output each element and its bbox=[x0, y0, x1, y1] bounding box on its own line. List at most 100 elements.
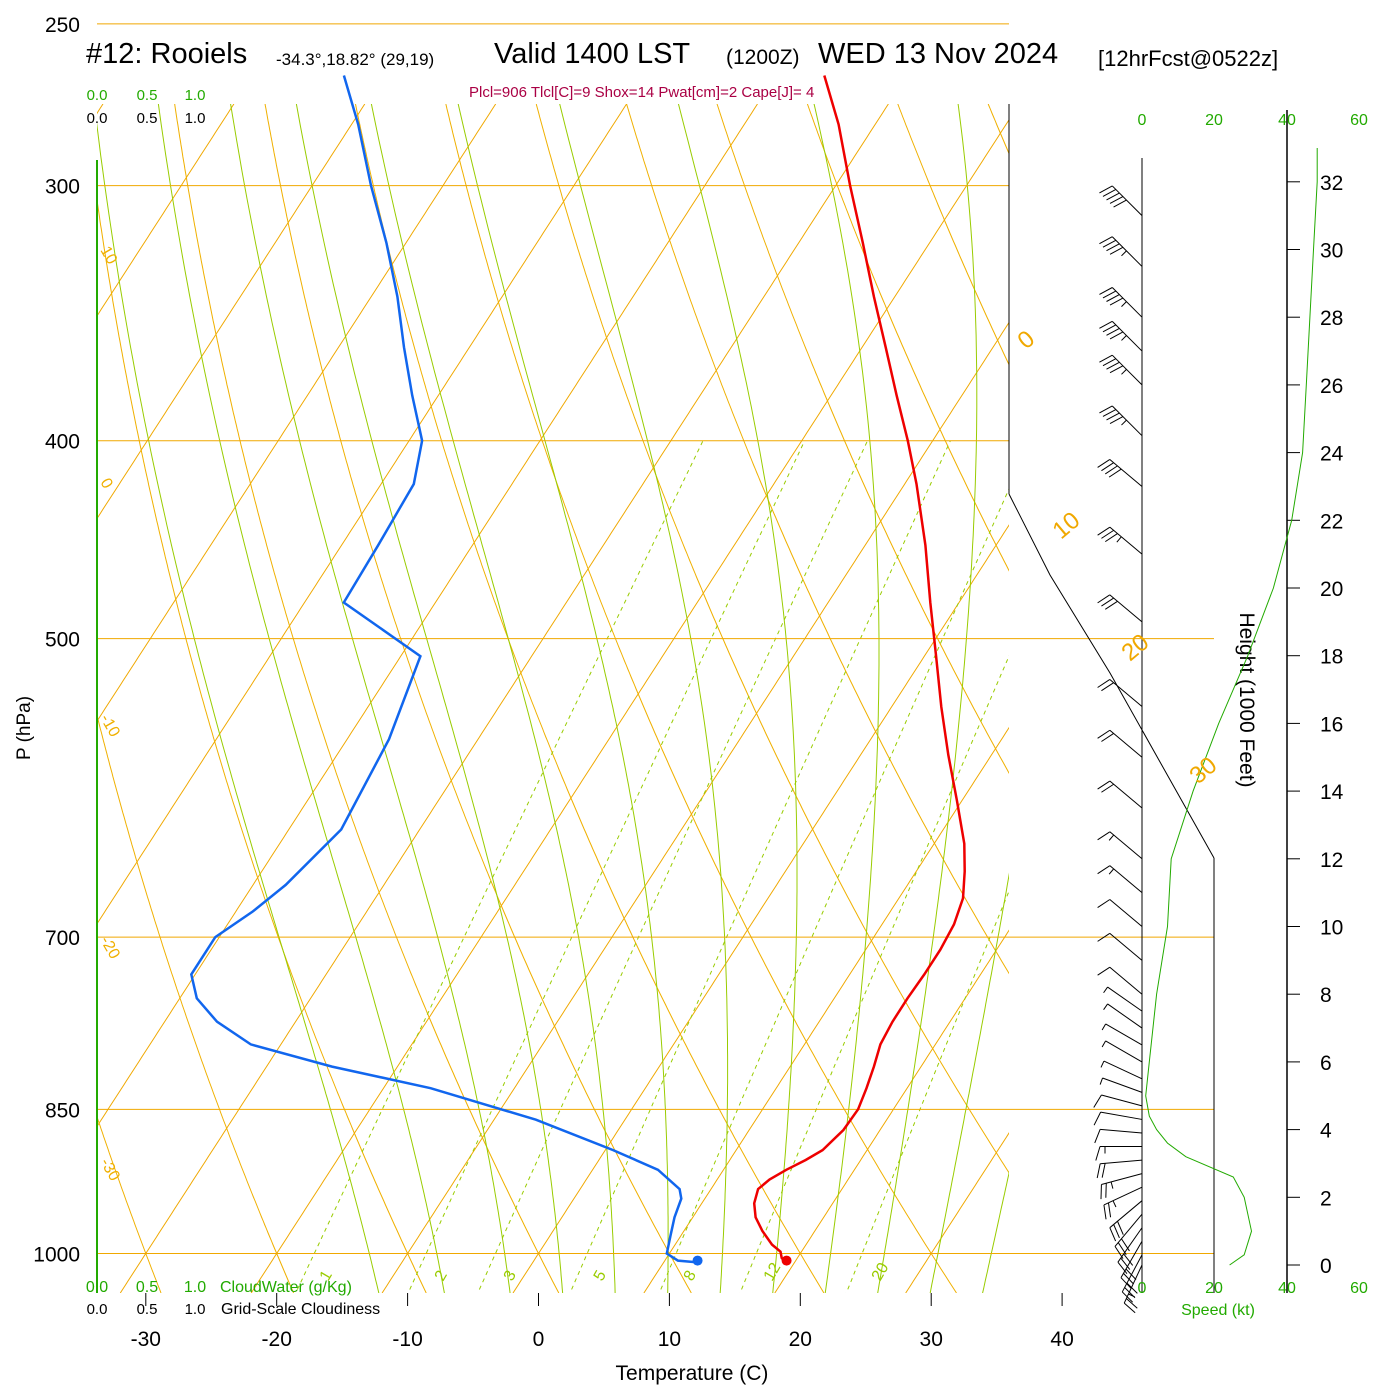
wind-barb-feather bbox=[1099, 320, 1113, 329]
dry-adiabat-line bbox=[355, 104, 825, 1293]
wind-barb-feather bbox=[1121, 1291, 1134, 1303]
temp-tick-label: 10 bbox=[658, 1328, 681, 1351]
wind-barb-feather bbox=[1106, 243, 1120, 252]
wind-barb-feather bbox=[1114, 1246, 1124, 1259]
wind-barb-feather bbox=[1113, 199, 1127, 208]
wind-barb bbox=[1101, 1040, 1143, 1063]
wind-barb-staff bbox=[1107, 1003, 1143, 1029]
pressure-tick-label: 250 bbox=[45, 14, 80, 37]
wind-barb-feather bbox=[1099, 236, 1113, 245]
wind-barb-staff bbox=[1109, 865, 1143, 894]
cloudiness-label: Grid-Scale Cloudiness bbox=[221, 1301, 380, 1318]
wind-barb-feather bbox=[1124, 1287, 1136, 1299]
wind-barb bbox=[1099, 405, 1143, 437]
wind-barb-staff bbox=[1120, 1241, 1143, 1278]
wind-barb-half-feather bbox=[1121, 368, 1127, 375]
wind-barb-feather bbox=[1102, 189, 1117, 197]
isotherm-line bbox=[774, 929, 1009, 1293]
isotherm-line bbox=[905, 1132, 1009, 1293]
wind-barb bbox=[1095, 1146, 1142, 1161]
height-axis-title: Height (1000 Feet) bbox=[1235, 612, 1258, 787]
profile-traces bbox=[189, 75, 966, 1266]
dry-adiabat-line bbox=[445, 104, 957, 1293]
pressure-tick-label: 400 bbox=[45, 431, 80, 454]
wind-barb bbox=[1099, 320, 1143, 352]
speed-scale-top-label: 0 bbox=[1138, 112, 1147, 129]
wind-barb-staff bbox=[1109, 831, 1143, 860]
wind-barb-staff bbox=[1121, 1254, 1143, 1293]
speed-axis-title: Speed (kt) bbox=[1181, 1302, 1255, 1319]
wind-barb-staff bbox=[1109, 1200, 1143, 1229]
moist-adiabat-line bbox=[677, 104, 798, 1293]
mixing-ratio-line bbox=[845, 889, 1009, 1293]
isotherm-line bbox=[643, 726, 1009, 1293]
cloudwater-label: CloudWater (g/Kg) bbox=[220, 1279, 352, 1296]
isotherm-line bbox=[512, 524, 1009, 1293]
wind-barb-feather bbox=[1097, 899, 1111, 908]
isotherm-line bbox=[97, 104, 235, 317]
y-axis-title: P (hPa) bbox=[14, 696, 35, 760]
wind-barb-half-feather bbox=[1099, 1077, 1104, 1085]
wind-barb-feather bbox=[1102, 324, 1117, 333]
cloudwater-scale-bottom-label: 0.0 bbox=[86, 1279, 108, 1296]
wind-barb-feather bbox=[1108, 468, 1122, 478]
valid-zulu: (1200Z) bbox=[726, 46, 800, 69]
wind-barb-feather bbox=[1093, 1094, 1102, 1108]
height-tick-label: 4 bbox=[1320, 1120, 1332, 1143]
valid-date: WED 13 Nov 2024 bbox=[818, 38, 1059, 70]
isotherm-line bbox=[97, 104, 497, 723]
height-tick-label: 20 bbox=[1320, 578, 1343, 601]
moist-adiabat-line bbox=[157, 104, 445, 1293]
cloudiness-scale-bottom-label: 0.0 bbox=[87, 1301, 108, 1318]
wind-barb bbox=[1097, 932, 1143, 961]
wind-barb-feather bbox=[1107, 1202, 1112, 1218]
wind-barb-staff bbox=[1109, 966, 1143, 995]
dry-adiabat-label: 0 bbox=[97, 476, 116, 492]
mixing-ratio-label: 8 bbox=[681, 1268, 700, 1284]
wind-barb bbox=[1093, 1111, 1143, 1126]
wind-barb-feather bbox=[1093, 1111, 1102, 1126]
mixing-ratio-line bbox=[407, 440, 806, 1293]
wind-barb bbox=[1120, 1241, 1143, 1289]
wind-barb bbox=[1117, 1227, 1143, 1274]
speed-scale-bottom-label: 20 bbox=[1205, 1280, 1223, 1297]
wind-barb-feather bbox=[1099, 405, 1113, 414]
wind-barb-feather bbox=[1109, 331, 1124, 340]
wind-barb-feather bbox=[1096, 1163, 1101, 1179]
wind-barb-half-feather bbox=[1121, 335, 1127, 341]
wind-barb bbox=[1099, 1077, 1143, 1093]
height-tick-label: 6 bbox=[1320, 1052, 1332, 1075]
station-title: #12: Rooiels bbox=[86, 38, 248, 70]
wind-barb-feather bbox=[1123, 1253, 1134, 1266]
temp-tick-label: 30 bbox=[920, 1328, 943, 1351]
speed-scale-bottom-label: 60 bbox=[1350, 1280, 1368, 1297]
height-tick-label: 14 bbox=[1320, 781, 1344, 804]
cloudwater-scale-top-label: 0.0 bbox=[87, 87, 108, 104]
height-tick-label: 32 bbox=[1320, 172, 1343, 195]
temp-tick-label: -10 bbox=[392, 1328, 422, 1351]
isotherm-line bbox=[250, 119, 1009, 1293]
isotherm-line bbox=[1037, 104, 1400, 1293]
wind-barb-feather bbox=[1104, 533, 1118, 543]
wind-barb-half-feather bbox=[1103, 1003, 1109, 1010]
dry-adiabat-line bbox=[264, 104, 692, 1293]
wind-barb bbox=[1103, 986, 1143, 1012]
speed-scale-top-label: 20 bbox=[1205, 112, 1223, 129]
wind-barb-feather bbox=[1095, 1146, 1101, 1161]
pressure-tick-label: 850 bbox=[45, 1099, 80, 1122]
wind-barb-half-feather bbox=[1101, 1023, 1107, 1031]
isotherm-label: 0 bbox=[1013, 325, 1041, 354]
wind-barb bbox=[1097, 780, 1143, 809]
wind-barb-feather bbox=[1109, 246, 1124, 255]
wind-barb bbox=[1096, 1159, 1143, 1179]
wind-barb-feather bbox=[1106, 294, 1120, 302]
surface-temperature-dot bbox=[781, 1255, 792, 1266]
wind-barb bbox=[1103, 1186, 1143, 1220]
wind-barb-staff bbox=[1107, 986, 1143, 1012]
wind-barb-staff bbox=[1101, 1173, 1143, 1185]
wind-barb-feather bbox=[1126, 1298, 1138, 1309]
wind-barb-staff bbox=[1105, 1023, 1143, 1046]
mixing-ratio-label: 5 bbox=[591, 1268, 610, 1284]
wind-barb-feather bbox=[1120, 1257, 1131, 1270]
wind-barb bbox=[1114, 1213, 1143, 1259]
